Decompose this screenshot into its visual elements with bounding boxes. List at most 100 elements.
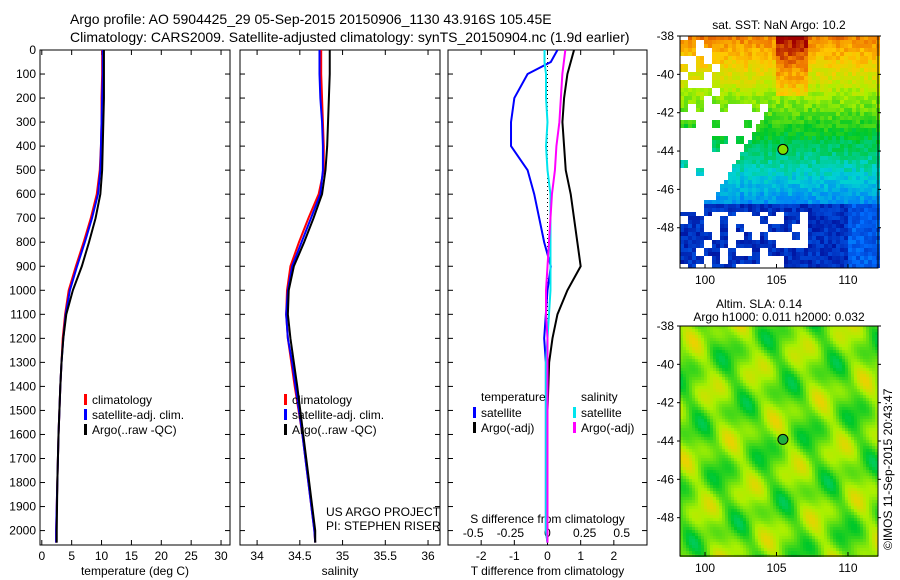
map-cell [752, 40, 756, 44]
map-cell [716, 455, 719, 458]
map-cell [872, 140, 876, 144]
map-cell [800, 112, 804, 116]
map-cell [796, 168, 800, 172]
map-cell [760, 220, 764, 224]
map-cell [707, 350, 710, 353]
map-cell [772, 168, 776, 172]
map-cell [731, 479, 734, 482]
map-cell [710, 512, 713, 515]
map-cell [784, 160, 788, 164]
map-cell [868, 116, 872, 120]
map-cell [820, 240, 824, 244]
map-cell [752, 437, 755, 440]
map-cell [749, 542, 752, 545]
map-cell [768, 132, 772, 136]
map-cell [749, 479, 752, 482]
map-cell [695, 353, 698, 356]
map-cell [734, 374, 737, 377]
x-tick-label: 1 [577, 549, 584, 563]
map-cell [701, 347, 704, 350]
map-cell [728, 332, 731, 335]
map-cell [732, 256, 736, 260]
map-cell [731, 380, 734, 383]
map-cell [836, 72, 840, 76]
map-cell [719, 425, 722, 428]
map-cell [761, 536, 764, 539]
map-cell [761, 446, 764, 449]
map-cell [804, 148, 808, 152]
map-cell [689, 524, 692, 527]
map-cell [710, 515, 713, 518]
map-cell [704, 350, 707, 353]
map-cell [772, 100, 776, 104]
map-cell [698, 392, 701, 395]
map-cell [695, 440, 698, 443]
map-cell [734, 332, 737, 335]
map-cell [800, 96, 804, 100]
map-cell [743, 503, 746, 506]
map-cell [840, 116, 844, 120]
map-cell [740, 240, 744, 244]
map-cell [872, 52, 876, 56]
map-cell [864, 144, 868, 148]
map-cell [764, 533, 767, 536]
map-cell [758, 413, 761, 416]
map-cell [840, 204, 844, 208]
map-cell [719, 392, 722, 395]
map-cell [780, 132, 784, 136]
map-cell [734, 533, 737, 536]
map-cell [734, 422, 737, 425]
map-cell [788, 212, 792, 216]
map-cell [683, 446, 686, 449]
map-cell [725, 380, 728, 383]
map-cell [728, 184, 732, 188]
map-cell [743, 473, 746, 476]
map-cell [788, 172, 792, 176]
map-cell [832, 136, 836, 140]
map-cell [734, 539, 737, 542]
map-cell [816, 192, 820, 196]
map-cell [692, 380, 695, 383]
map-cell [722, 383, 725, 386]
map-cell [796, 88, 800, 92]
map-cell [760, 132, 764, 136]
map-cell [683, 527, 686, 530]
map-cell [688, 228, 692, 232]
map-cell [852, 220, 856, 224]
map-cell [780, 204, 784, 208]
map-cell [770, 407, 773, 410]
map-cell [836, 260, 840, 264]
map-cell [828, 72, 832, 76]
map-cell [776, 56, 780, 60]
map-cell [760, 232, 764, 236]
map-cell [844, 104, 848, 108]
map-cell [764, 168, 768, 172]
map-cell [737, 476, 740, 479]
map-cell [820, 248, 824, 252]
map-cell [696, 240, 700, 244]
map-cell [722, 458, 725, 461]
map-cell [812, 240, 816, 244]
map-cell [743, 536, 746, 539]
map-cell [836, 76, 840, 80]
map-cell [808, 208, 812, 212]
map-cell [707, 485, 710, 488]
map-cell [773, 383, 776, 386]
map-cell [743, 329, 746, 332]
map-cell [695, 377, 698, 380]
map-cell [713, 461, 716, 464]
map-cell [716, 524, 719, 527]
map-cell [852, 128, 856, 132]
map-cell [724, 92, 728, 96]
map-cell [701, 449, 704, 452]
map-cell [740, 434, 743, 437]
map-cell [716, 539, 719, 542]
map-cell [784, 256, 788, 260]
map-cell [760, 140, 764, 144]
map-cell [848, 236, 852, 240]
map-cell [844, 136, 848, 140]
map-cell [716, 536, 719, 539]
map-cell [820, 192, 824, 196]
map-cell [689, 500, 692, 503]
map-cell [820, 180, 824, 184]
